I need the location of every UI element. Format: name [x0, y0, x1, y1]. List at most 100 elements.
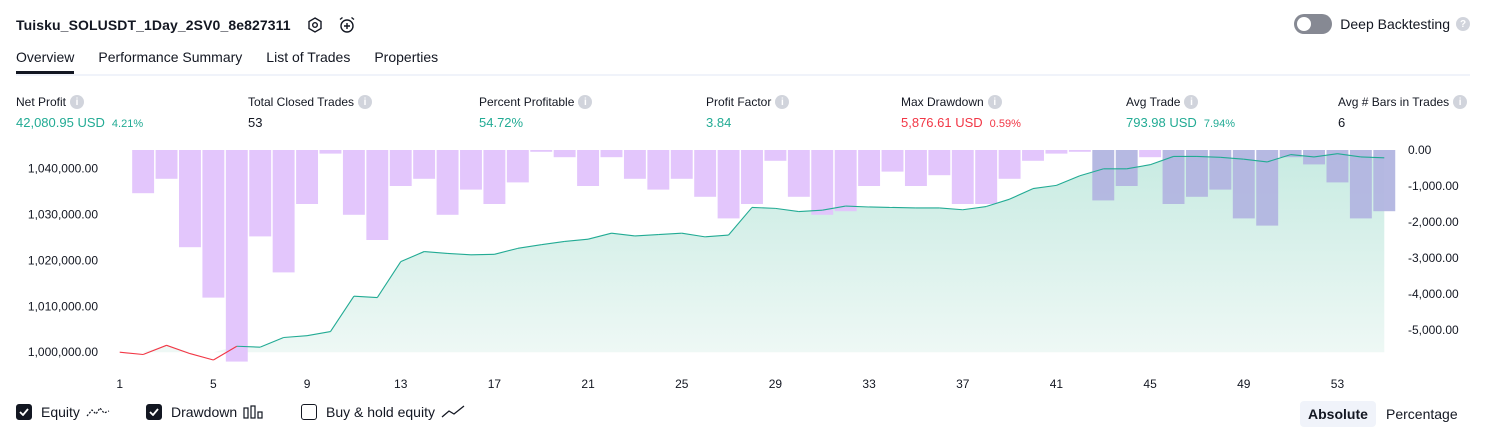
equity-line-segment [798, 209, 823, 213]
equity-line-segment [1313, 153, 1338, 158]
metric-net-profit: Net Profit i 42,080.95 USD 4.21% [16, 94, 143, 130]
metric-percent: 7.94% [1203, 118, 1236, 130]
drawdown-bar [483, 150, 506, 204]
tab-list-of-trades[interactable]: List of Trades [266, 49, 351, 65]
drawdown-bar [132, 150, 155, 194]
x-axis-tick: 53 [1331, 377, 1345, 391]
metric-label: Net Profit [16, 95, 67, 109]
equity-line-segment [447, 252, 472, 256]
deep-backtesting-label: Deep Backtesting [1340, 16, 1450, 32]
deep-backtesting-toggle[interactable] [1294, 14, 1333, 34]
drawdown-bar [577, 150, 600, 186]
metric-profit-factor: Profit Factor i 3.84 [706, 94, 790, 130]
right-axis-tick: -4,000.00 [1408, 287, 1459, 301]
strategy-header: Tuisku_SOLUSDT_1Day_2SV0_8e827311 [16, 14, 357, 36]
metric-percent-profitable: Percent Profitable i 54.72% [479, 94, 593, 130]
legend-drawdown[interactable]: Drawdown [146, 404, 265, 420]
drawdown-bar [319, 150, 342, 154]
metric-avg-bars-in-trades: Avg # Bars in Trades i 6 [1338, 94, 1468, 130]
metric-total-closed-trades: Total Closed Trades i 53 [248, 94, 373, 130]
equity-line-segment [1009, 188, 1034, 200]
left-axis-tick: 1,000,000.00 [28, 345, 98, 359]
drawdown-bar [764, 150, 787, 161]
drawdown-bar [694, 150, 717, 197]
drawdown-bar [249, 150, 272, 237]
info-icon[interactable]: i [70, 95, 85, 109]
equity-line-segment [1290, 154, 1315, 158]
drawdown-bar [1139, 150, 1162, 158]
equity-line-segment [634, 234, 659, 237]
left-axis-tick: 1,020,000.00 [28, 253, 98, 267]
bar-chart-icon [243, 405, 265, 419]
drawdown-bar [366, 150, 389, 240]
drawdown-bar [202, 150, 225, 298]
metric-percent: 4.21% [111, 118, 144, 130]
left-axis-tick: 1,010,000.00 [28, 299, 98, 313]
equity-line-segment [681, 232, 706, 238]
tab-overview[interactable]: Overview [16, 46, 75, 74]
legend-buy-hold[interactable]: Buy & hold equity [301, 404, 465, 420]
drawdown-bar [834, 150, 857, 212]
legend-equity[interactable]: Equity [16, 404, 110, 420]
tab-bar: Overview Performance Summary List of Tra… [16, 46, 1470, 76]
metric-avg-trade: Avg Trade i 793.98 USD 7.94% [1126, 94, 1235, 130]
drawdown-bar [506, 150, 529, 183]
equity-line-segment [728, 207, 753, 236]
x-axis-tick: 17 [488, 377, 502, 391]
drawdown-bar [647, 150, 670, 190]
drawdown-bar [413, 150, 436, 179]
equity-line-segment [564, 238, 589, 243]
equity-line-segment [822, 205, 846, 211]
equity-line-segment [119, 351, 144, 356]
info-icon[interactable]: i [1453, 95, 1468, 109]
equity-line-segment [283, 335, 308, 339]
info-icon[interactable]: i [987, 95, 1002, 109]
metric-value: 54.72% [479, 115, 524, 130]
drawdown-bar [179, 150, 201, 248]
equity-line-segment [330, 295, 355, 332]
equity-line-segment [1149, 155, 1174, 166]
equity-line-segment [1337, 153, 1361, 158]
drawdown-bar [296, 150, 319, 204]
help-icon[interactable]: ? [1456, 17, 1470, 31]
percentage-button[interactable]: Percentage [1386, 406, 1458, 422]
info-icon[interactable]: i [1184, 95, 1199, 109]
x-axis-tick: 45 [1143, 377, 1157, 391]
drawdown-bar [1326, 150, 1349, 183]
tab-performance-summary[interactable]: Performance Summary [98, 49, 243, 65]
equity-line-icon [86, 405, 110, 419]
equity-line-segment [494, 247, 518, 255]
drawdown-bar [811, 150, 834, 215]
alarm-add-icon[interactable] [337, 15, 357, 35]
metric-label: Profit Factor [706, 95, 772, 109]
right-axis-tick: -1,000.00 [1408, 179, 1459, 193]
drawdown-bar [1232, 150, 1255, 219]
right-axis-tick: -3,000.00 [1408, 251, 1459, 265]
drawdown-bar [1045, 150, 1068, 154]
drawdown-checkbox[interactable] [146, 404, 162, 420]
equity-drawdown-chart[interactable]: 1,040,000.00 1,030,000.00 1,020,000.00 1,01… [0, 0, 1486, 400]
drawdown-bar [1209, 150, 1232, 190]
equity-checkbox[interactable] [16, 404, 32, 420]
drawdown-bar [881, 150, 904, 172]
equity-line-segment [962, 205, 987, 211]
settings-icon[interactable] [305, 15, 325, 35]
buy-hold-checkbox[interactable] [301, 404, 317, 420]
x-axis-tick: 29 [769, 377, 783, 391]
absolute-button[interactable]: Absolute [1300, 401, 1376, 427]
equity-line-segment [939, 207, 963, 211]
equity-line-segment [306, 330, 331, 337]
info-icon[interactable]: i [775, 95, 790, 109]
equity-line-segment [142, 344, 167, 356]
x-axis-tick: 41 [1050, 377, 1064, 391]
info-icon[interactable]: i [358, 95, 373, 109]
equity-line-segment [1360, 156, 1385, 159]
equity-area [119, 153, 1385, 353]
drawdown-bar [1068, 150, 1091, 152]
info-icon[interactable]: i [578, 95, 593, 109]
equity-line-segment [986, 198, 1010, 208]
drawdown-bar [225, 150, 248, 362]
metric-value: 793.98 USD [1126, 115, 1197, 130]
x-axis-tick: 13 [394, 377, 408, 391]
tab-properties[interactable]: Properties [374, 49, 439, 65]
